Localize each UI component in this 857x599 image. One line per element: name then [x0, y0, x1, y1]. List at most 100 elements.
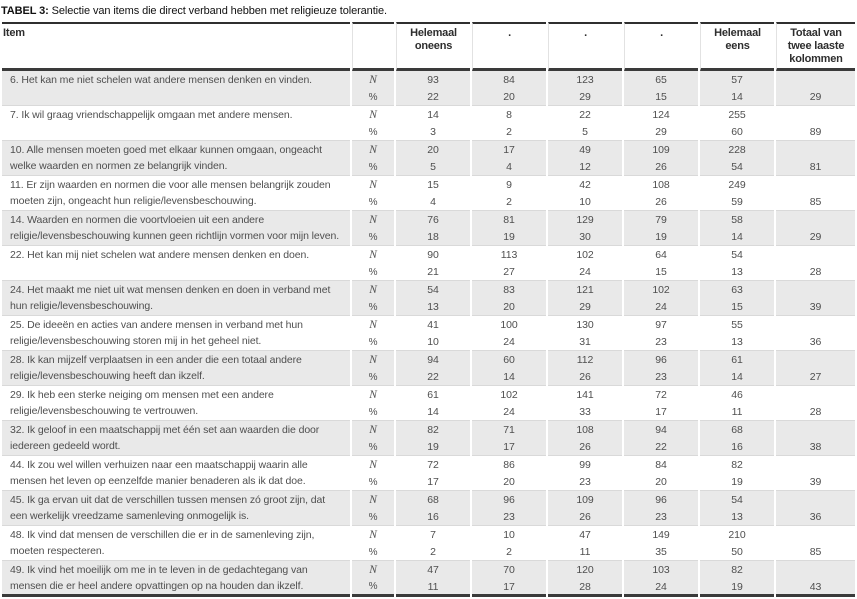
n-value: 42: [579, 179, 591, 191]
stat-label-pct: %: [352, 544, 394, 561]
n-value: 46: [731, 389, 743, 401]
n-value: 96: [472, 491, 546, 509]
n-value: 123: [548, 71, 622, 89]
pct-value: 13: [396, 299, 470, 316]
item-row-pct: % 3 2 5 29 60 89: [2, 124, 855, 141]
n-value: 112: [548, 351, 622, 369]
pct-value: 14: [396, 404, 470, 421]
n-value: 97: [655, 319, 667, 331]
n-value: 79: [624, 211, 698, 229]
total-value: 85: [776, 544, 855, 561]
pct-value: 15: [624, 264, 698, 281]
pct-value: 13: [700, 264, 774, 281]
item-text: 29. Ik heb een sterke neiging om mensen …: [2, 386, 350, 421]
col-header-stat: [352, 22, 394, 71]
n-value: 58: [700, 211, 774, 229]
n-value: 82: [700, 561, 774, 580]
n-value: 255: [728, 109, 746, 121]
item-row-pct: % 16 23 26 23 13 36: [2, 509, 855, 526]
item-text: 44. Ik zou wel willen verhuizen naar een…: [2, 456, 350, 491]
item-text: 10. Alle mensen moeten goed met elkaar k…: [2, 141, 350, 176]
item-row-n: 49. Ik vind het moeilijk om me in te lev…: [2, 561, 855, 597]
n-value: 108: [548, 421, 622, 439]
stat-label-pct: %: [352, 369, 394, 386]
item-row-n: 44. Ik zou wel willen verhuizen naar een…: [2, 456, 855, 491]
pct-value: 5: [548, 124, 622, 141]
n-value: 130: [576, 319, 594, 331]
pct-value: 23: [624, 509, 698, 526]
n-value: 82: [396, 421, 470, 439]
n-value: 83: [472, 281, 546, 299]
pct-value: 17: [472, 579, 546, 597]
stat-label-n: N: [352, 281, 394, 299]
item-row-n: 10. Alle mensen moeten goed met elkaar k…: [2, 141, 855, 176]
pct-value: 10: [548, 194, 622, 211]
stat-label-n: N: [352, 491, 394, 509]
item-text: 24. Het maakt me niet uit wat mensen den…: [2, 281, 350, 316]
pct-value: 22: [624, 439, 698, 456]
stat-label-pct: %: [352, 509, 394, 526]
item-text: 45. Ik ga ervan uit dat de verschillen t…: [2, 491, 350, 526]
n-value: 55: [731, 319, 743, 331]
total-blank-cell: [776, 386, 855, 404]
pct-value: 23: [624, 334, 698, 351]
pct-value: 20: [472, 89, 546, 106]
n-value: 65: [624, 71, 698, 89]
total-value: 28: [776, 404, 855, 421]
pct-value: 24: [624, 579, 698, 597]
item-row-pct: % 21 27 24 15 13 28: [2, 264, 855, 281]
n-value: 99: [579, 459, 591, 471]
stat-label-n: N: [352, 71, 394, 89]
n-value: 129: [548, 211, 622, 229]
item-row-pct: % 14 24 33 17 11 28: [2, 404, 855, 421]
total-blank-cell: [776, 106, 855, 124]
stat-label-pct: %: [352, 159, 394, 176]
pct-value: 13: [700, 334, 774, 351]
n-value: 228: [700, 141, 774, 159]
total-value: 36: [776, 509, 855, 526]
item-text: 14. Waarden en normen die voortvloeien u…: [2, 211, 350, 246]
stat-label-n: N: [369, 319, 377, 331]
item-text: 49. Ik vind het moeilijk om me in te lev…: [2, 561, 350, 597]
pct-value: 11: [396, 579, 470, 597]
item-row-pct: % 2 2 11 35 50 85: [2, 544, 855, 561]
total-blank-cell: [776, 211, 855, 229]
n-value: 22: [579, 109, 591, 121]
item-row-pct: % 13 20 29 24 15 39: [2, 299, 855, 316]
item-row-n: 25. De ideeën en acties van andere mense…: [2, 316, 855, 351]
stat-label-n: N: [369, 249, 377, 261]
item-row-pct: % 5 4 12 26 54 81: [2, 159, 855, 176]
pct-value: 14: [700, 89, 774, 106]
pct-value: 11: [548, 544, 622, 561]
pct-value: 20: [624, 474, 698, 491]
item-row-n: 11. Er zijn waarden en normen die voor a…: [2, 176, 855, 211]
n-value: 15: [427, 179, 439, 191]
pct-value: 4: [396, 194, 470, 211]
n-value: 93: [396, 71, 470, 89]
n-value: 120: [548, 561, 622, 580]
pct-value: 59: [700, 194, 774, 211]
pct-value: 19: [472, 229, 546, 246]
n-value: 63: [700, 281, 774, 299]
n-value: 9: [506, 179, 512, 191]
stat-label-n: N: [352, 141, 394, 159]
total-blank-cell: [776, 71, 855, 89]
item-row-pct: % 10 24 31 23 13 36: [2, 334, 855, 351]
pct-value: 4: [472, 159, 546, 176]
item-row-n: 29. Ik heb een sterke neiging om mensen …: [2, 386, 855, 421]
col-header-dot-2: .: [548, 22, 622, 71]
item-text: 7. Ik wil graag vriendschappelijk omgaan…: [2, 106, 350, 141]
total-blank-cell: [776, 491, 855, 509]
table-body: 6. Het kan me niet schelen wat andere me…: [2, 71, 855, 597]
pct-value: 23: [624, 369, 698, 386]
pct-value: 26: [624, 159, 698, 176]
pct-value: 15: [624, 89, 698, 106]
n-value: 94: [624, 421, 698, 439]
total-value: 89: [776, 124, 855, 141]
stat-label-pct: %: [352, 579, 394, 597]
n-value: 84: [472, 71, 546, 89]
total-value: 81: [776, 159, 855, 176]
stat-label-pct: %: [352, 264, 394, 281]
stat-label-pct: %: [352, 404, 394, 421]
item-row-n: 45. Ik ga ervan uit dat de verschillen t…: [2, 491, 855, 526]
